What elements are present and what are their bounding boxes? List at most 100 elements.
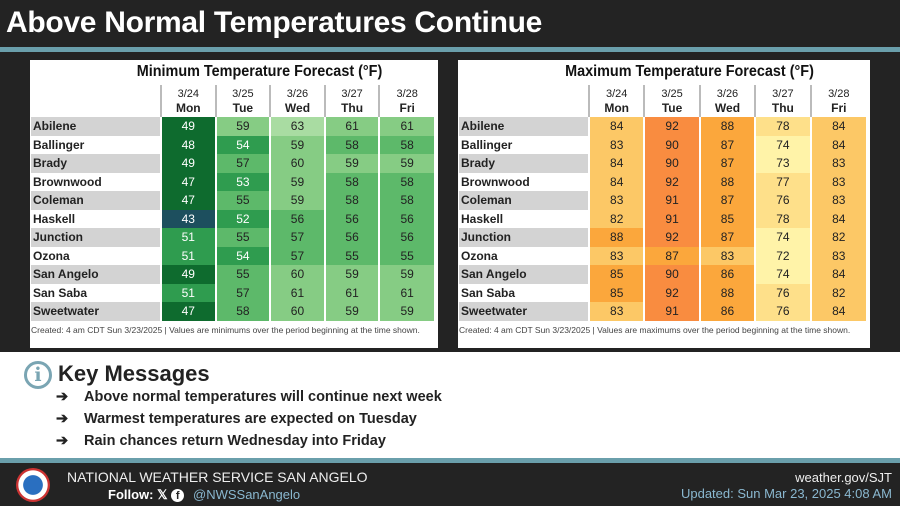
temp-cell: 55 xyxy=(378,246,434,265)
temp-cell: 78 xyxy=(754,209,811,228)
temp-cell: 83 xyxy=(809,154,866,173)
city-name: San Angelo xyxy=(31,265,161,284)
temp-cell: 87 xyxy=(643,246,700,265)
date-label: 3/27 xyxy=(772,87,794,100)
city-name: San Angelo xyxy=(459,265,589,284)
city-name: Junction xyxy=(31,228,161,247)
temp-cell: 51 xyxy=(160,228,216,247)
facebook-icon[interactable]: f xyxy=(171,489,185,502)
temp-cell: 83 xyxy=(698,246,756,265)
temp-cell: 63 xyxy=(269,117,325,136)
table-row: Brownwood 84 92 88 77 83 xyxy=(459,172,866,191)
temp-cell: 59 xyxy=(378,302,434,321)
date-label: 3/24 xyxy=(605,87,628,100)
table-row: Junction 88 92 87 74 82 xyxy=(459,228,866,247)
temp-cell: 88 xyxy=(698,172,756,191)
follow-label: Follow: 𝕏 f xyxy=(108,487,185,503)
follow-text: Follow: xyxy=(108,487,154,502)
city-name: Brownwood xyxy=(33,174,102,189)
city-name: Brady xyxy=(459,154,589,173)
office-name: NATIONAL WEATHER SERVICE SAN ANGELO xyxy=(67,469,368,485)
temp-cell: 60 xyxy=(269,302,325,321)
day-header: 3/26 Wed xyxy=(698,85,756,117)
temp-cell: 57 xyxy=(214,283,271,302)
city-name: Abilene xyxy=(31,117,161,136)
temp-cell: 55 xyxy=(214,265,271,284)
temp-cell: 61 xyxy=(269,283,325,302)
temp-cell: 56 xyxy=(269,209,325,228)
temp-cell: 82 xyxy=(587,209,645,228)
temp-cell: 59 xyxy=(269,172,325,191)
city-name: San Saba xyxy=(33,285,88,300)
temp-cell: 83 xyxy=(809,172,866,191)
table-row: Ballinger 83 90 87 74 84 xyxy=(459,135,866,154)
temp-cell: 58 xyxy=(378,135,434,154)
temp-cell: 83 xyxy=(587,191,645,210)
temp-cell: 58 xyxy=(323,191,380,210)
temp-cell: 86 xyxy=(698,302,756,321)
temp-cell: 87 xyxy=(698,135,756,154)
table-row: Sweetwater 83 91 86 76 84 xyxy=(459,302,866,321)
min-temp-table: 3/24 Mon 3/25 Tue 3/26 Wed 3/27 Thu 3/28 Fri Abile… xyxy=(31,85,434,321)
updated-timestamp: Updated: Sun Mar 23, 2025 4:08 AM xyxy=(680,486,892,501)
temp-cell: 61 xyxy=(378,283,434,302)
temp-cell: 47 xyxy=(160,191,216,210)
temp-cell: 56 xyxy=(323,228,380,247)
temp-cell: 56 xyxy=(378,228,434,247)
date-label: 3/25 xyxy=(232,87,254,100)
temp-cell: 82 xyxy=(809,228,866,247)
day-header: 3/24 Mon xyxy=(160,85,216,117)
temp-cell: 88 xyxy=(698,283,756,302)
city-name: Ballinger xyxy=(461,137,513,152)
temp-cell: 90 xyxy=(643,154,700,173)
city-name: Sweetwater xyxy=(459,302,589,321)
divider xyxy=(0,47,900,52)
temp-cell: 91 xyxy=(643,302,700,321)
website-link[interactable]: weather.gov/SJT xyxy=(795,470,892,485)
temp-cell: 55 xyxy=(323,246,380,265)
temp-cell: 87 xyxy=(698,154,756,173)
table-row: Haskell 43 52 56 56 56 xyxy=(31,209,434,228)
arrow-icon: ➔ xyxy=(56,389,69,405)
temp-cell: 59 xyxy=(269,135,325,154)
date-label: 3/24 xyxy=(177,87,199,100)
temp-cell: 59 xyxy=(323,302,380,321)
temp-cell: 57 xyxy=(214,154,271,173)
day-label: Mon xyxy=(175,100,201,115)
temp-cell: 59 xyxy=(378,265,434,284)
temp-cell: 92 xyxy=(643,117,700,136)
max-temp-note: Created: 4 am CDT Sun 3/23/2025 | Values… xyxy=(459,324,851,335)
temp-cell: 92 xyxy=(643,283,700,302)
day-header: 3/24 Mon xyxy=(587,85,645,117)
max-temp-table: 3/24 Mon 3/25 Tue 3/26 Wed 3/27 Thu 3/28 Fri Abile… xyxy=(459,85,866,321)
x-icon[interactable]: 𝕏 xyxy=(157,487,168,502)
temp-cell: 55 xyxy=(214,191,271,210)
temp-cell: 58 xyxy=(214,302,271,321)
key-message: ➔ Rain chances return Wednesday into Frid… xyxy=(56,433,386,449)
temp-cell: 57 xyxy=(269,228,325,247)
corner xyxy=(31,85,161,117)
temp-cell: 55 xyxy=(214,228,271,247)
table-row: Sweetwater 47 58 60 59 59 xyxy=(31,302,434,321)
temp-cell: 91 xyxy=(643,209,700,228)
day-label: Fri xyxy=(831,100,847,115)
temp-cell: 54 xyxy=(214,135,271,154)
day-header: 3/28 Fri xyxy=(378,85,434,117)
date-label: 3/27 xyxy=(341,87,363,100)
temp-cell: 88 xyxy=(698,117,756,136)
temp-cell: 48 xyxy=(160,135,216,154)
city-name: Coleman xyxy=(459,191,589,210)
table-row: San Angelo 49 55 60 59 59 xyxy=(31,265,434,284)
temp-cell: 61 xyxy=(323,283,380,302)
footer: NATIONAL WEATHER SERVICE SAN ANGELO Foll… xyxy=(0,463,900,506)
temp-cell: 59 xyxy=(323,154,380,173)
temp-cell: 83 xyxy=(587,302,645,321)
day-label: Thu xyxy=(771,100,794,115)
temp-cell: 61 xyxy=(378,117,434,136)
temp-cell: 83 xyxy=(587,246,645,265)
social-handle-link[interactable]: @NWSSanAngelo xyxy=(193,487,301,502)
temp-cell: 59 xyxy=(214,117,271,136)
table-row: Brady 49 57 60 59 59 xyxy=(31,154,434,173)
temp-cell: 61 xyxy=(323,117,380,136)
date-label: 3/26 xyxy=(716,87,739,100)
